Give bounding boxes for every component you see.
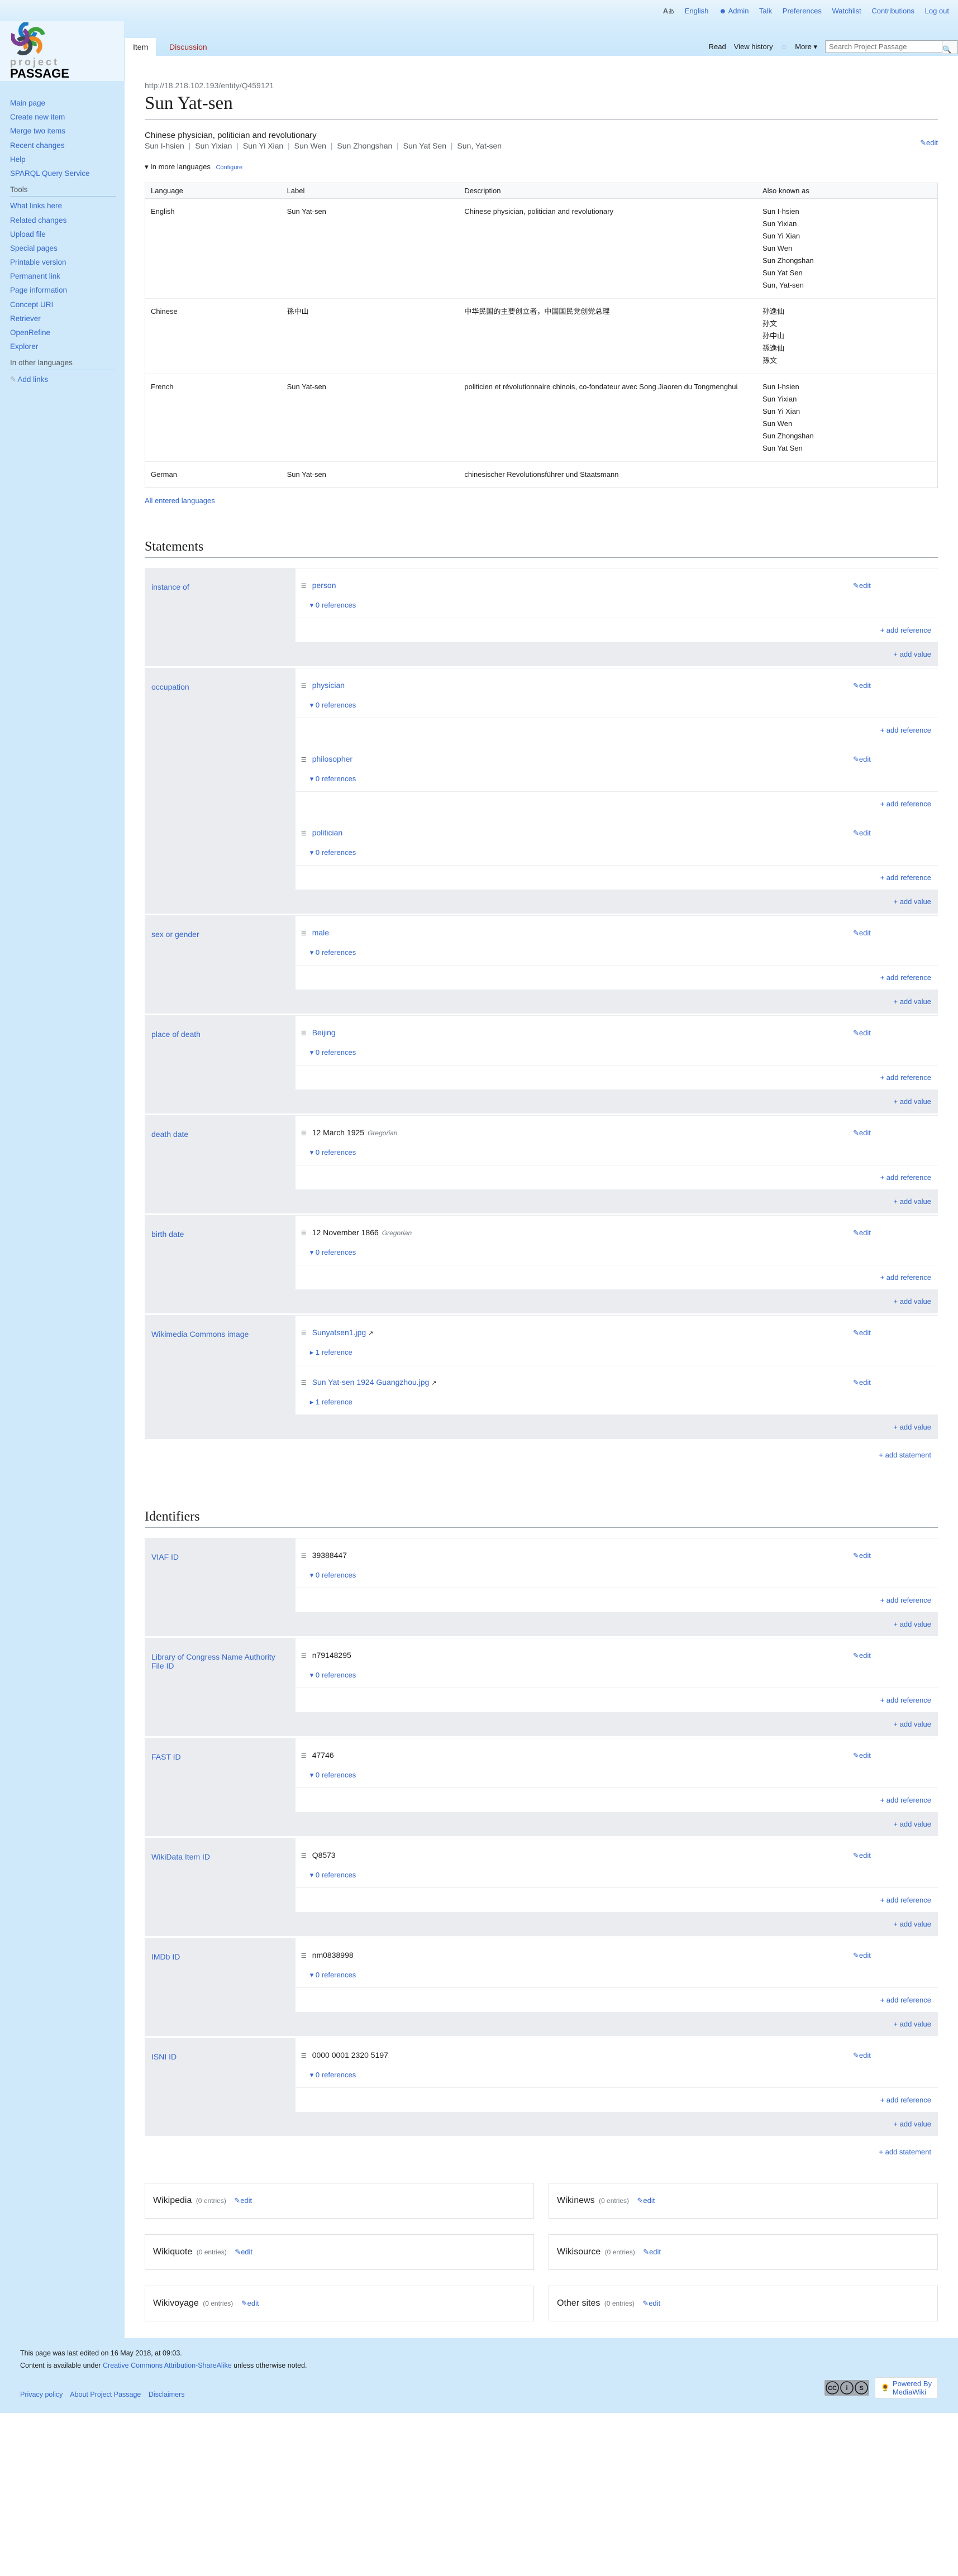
svg-text:CC: CC <box>828 2385 837 2392</box>
svg-text:i: i <box>846 2384 847 2392</box>
svg-text:S: S <box>859 2385 863 2392</box>
